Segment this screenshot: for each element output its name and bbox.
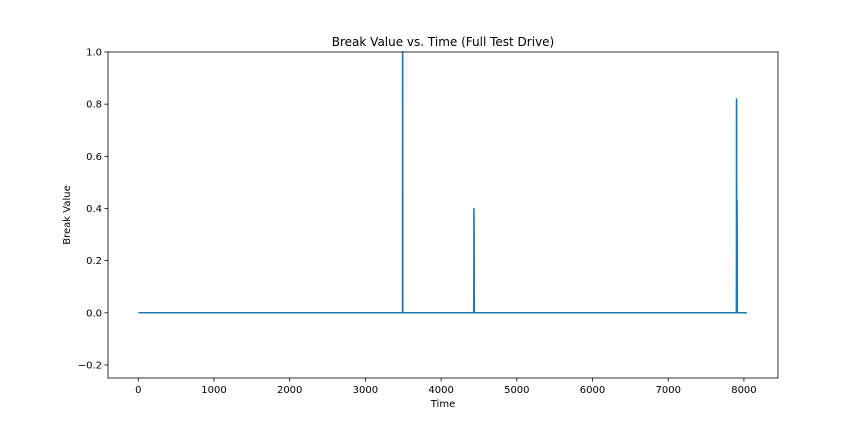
x-tick-label: 5000	[504, 385, 529, 396]
chart-title: Break Value vs. Time (Full Test Drive)	[332, 35, 554, 49]
x-tick-label: 4000	[428, 385, 453, 396]
y-tick-label: 0.2	[86, 256, 102, 267]
y-tick-label: 0.4	[86, 204, 102, 215]
x-tick-label: 1000	[201, 385, 226, 396]
x-tick-label: 3000	[353, 385, 378, 396]
plot-frame	[107, 51, 779, 379]
x-tick-label: 2000	[277, 385, 302, 396]
series-line-0	[138, 51, 747, 314]
x-axis-label: Time	[430, 399, 455, 410]
y-tick-label: 0.6	[86, 152, 102, 163]
plot-area: 0 1000 2000 3000 4000 5000 6000 7000 8000 −0.2 0.0…	[78, 48, 779, 396]
x-tick-label: 7000	[655, 385, 680, 396]
y-tick-label: 1.0	[86, 48, 102, 59]
y-tick-label: 0.8	[86, 100, 102, 111]
x-tick-label: 0	[135, 385, 141, 396]
y-axis-label: Break Value	[62, 185, 73, 244]
y-tick-label: 0.0	[86, 308, 102, 319]
x-tick-label: 6000	[580, 385, 605, 396]
x-tick-label: 8000	[731, 385, 756, 396]
y-tick-label: −0.2	[78, 360, 102, 371]
